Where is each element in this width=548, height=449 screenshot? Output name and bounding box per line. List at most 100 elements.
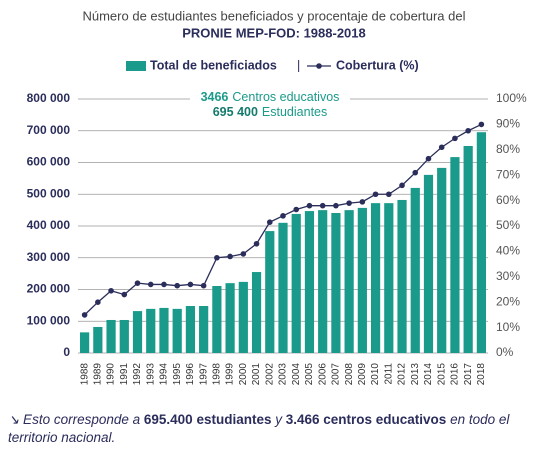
line-point (425, 155, 432, 162)
bar (172, 308, 182, 353)
bar (331, 212, 341, 353)
line-point (333, 202, 339, 209)
footnote-part: en todo el territorio nacional. (8, 412, 510, 445)
x-tick-label: 2006 (317, 363, 328, 386)
line-point (412, 169, 419, 176)
x-tick-label: 2004 (291, 363, 302, 386)
x-tick-label: 1996 (185, 363, 196, 386)
bar (463, 145, 473, 353)
x-tick-label: 2001 (251, 363, 262, 386)
x-tick-label: 2008 (344, 363, 355, 386)
annotation-number: 695 400 (213, 105, 258, 119)
y-tick-label: 800 000 (27, 91, 71, 105)
line-point (319, 202, 326, 209)
line-point (161, 281, 167, 288)
y-tick-label: 200 000 (27, 282, 71, 296)
bar (106, 319, 116, 353)
line-point (240, 251, 247, 257)
line-point (81, 312, 88, 318)
bar (265, 231, 275, 353)
annotation-bg (190, 90, 350, 121)
line-point (121, 291, 128, 298)
line-point (214, 254, 220, 261)
x-tick-label: 2018 (476, 363, 487, 386)
x-tick-label: 2013 (410, 363, 421, 386)
y-tick-label: 500 000 (27, 186, 71, 200)
bar (185, 306, 196, 353)
y-tick-label: 700 000 (27, 123, 71, 137)
chart: Número de estudiantes beneficiados y pro… (27, 8, 527, 386)
line-point (134, 280, 141, 286)
line-point (200, 282, 207, 289)
line-point (280, 213, 286, 219)
x-tick-label: 1993 (145, 363, 156, 386)
x-tick-label: 2005 (304, 363, 315, 386)
line-point (147, 281, 154, 288)
x-tick-label: 2010 (370, 363, 381, 386)
line-point (293, 206, 300, 213)
line-point (253, 240, 260, 247)
bar (132, 311, 143, 353)
y2-tick-label: 70% (496, 167, 520, 181)
annotation-number: 3466 (201, 90, 229, 104)
legend-label: Total de beneficiados (150, 58, 277, 72)
x-tick-label: 1995 (172, 363, 183, 386)
legend-dot (316, 63, 322, 69)
x-tick-label: 2002 (264, 363, 275, 386)
y2-tick-label: 30% (496, 269, 520, 283)
line-point (266, 219, 273, 225)
bar (291, 213, 301, 353)
y2-tick-label: 40% (496, 244, 520, 258)
x-tick-label: 1988 (79, 363, 90, 386)
legend-swatch (126, 61, 146, 71)
y-tick-label: 600 000 (27, 155, 71, 169)
x-tick-label: 2009 (357, 363, 368, 386)
annotation: 3466 Centros educativos (201, 90, 340, 104)
bar (238, 281, 248, 353)
line-point (478, 121, 485, 128)
annotation-text: Centros educativos (232, 90, 339, 104)
bar (304, 211, 315, 353)
chart-subtitle: PRONIE MEP-FOD: 1988-2018 (182, 25, 366, 40)
x-tick-label: 2007 (331, 363, 342, 386)
bar (437, 167, 447, 353)
line-point (452, 135, 458, 142)
line-point (386, 191, 392, 198)
y-tick-label: 100 000 (27, 313, 71, 327)
annotation-text: Estudiantes (262, 105, 327, 119)
bar (199, 306, 209, 353)
bar (278, 222, 288, 353)
line-point (187, 281, 194, 288)
line-point (108, 287, 114, 294)
line-point (399, 182, 405, 189)
x-tick-label: 2011 (383, 363, 394, 385)
y-tick-label: 0 (63, 345, 70, 359)
y2-tick-label: 80% (496, 142, 520, 156)
bar (397, 199, 407, 353)
line-point (465, 127, 471, 134)
x-tick-label: 1999 (225, 363, 236, 386)
footnote-part: 3.466 centros educativos (285, 412, 447, 427)
y2-tick-label: 20% (496, 294, 520, 308)
footnote-part: ↘ Esto corresponde a (8, 412, 144, 427)
bar (119, 319, 129, 353)
x-tick-label: 2000 (238, 363, 249, 386)
bar (423, 174, 434, 353)
x-tick-label: 1994 (159, 363, 170, 386)
bar (225, 283, 235, 353)
x-tick-label: 2017 (463, 363, 474, 386)
y2-tick-label: 10% (496, 320, 520, 334)
bar (384, 203, 394, 353)
legend-label: Cobertura (%) (336, 58, 419, 72)
bar (146, 308, 156, 353)
bar (344, 210, 354, 353)
bar (476, 132, 486, 353)
line-point (372, 191, 379, 198)
bar (410, 187, 420, 353)
line-point (174, 282, 180, 289)
bar (212, 286, 222, 353)
line-point (359, 199, 366, 205)
x-tick-label: 2003 (278, 363, 289, 386)
y-tick-label: 300 000 (27, 250, 71, 264)
